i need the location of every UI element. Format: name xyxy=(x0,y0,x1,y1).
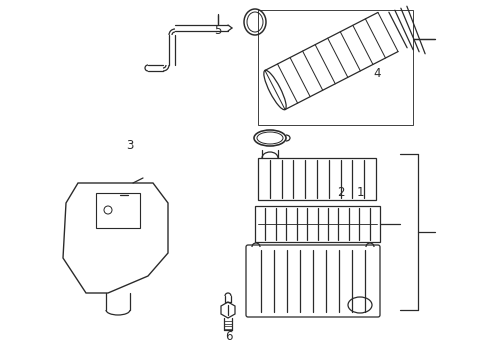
Text: 6: 6 xyxy=(225,330,233,343)
Text: 5: 5 xyxy=(214,24,222,37)
Text: 4: 4 xyxy=(373,67,381,80)
Bar xyxy=(255,206,380,242)
Text: 3: 3 xyxy=(126,139,134,152)
Bar xyxy=(258,10,413,125)
Bar xyxy=(258,158,376,200)
Text: 2: 2 xyxy=(337,186,344,199)
Text: 1: 1 xyxy=(356,186,364,199)
